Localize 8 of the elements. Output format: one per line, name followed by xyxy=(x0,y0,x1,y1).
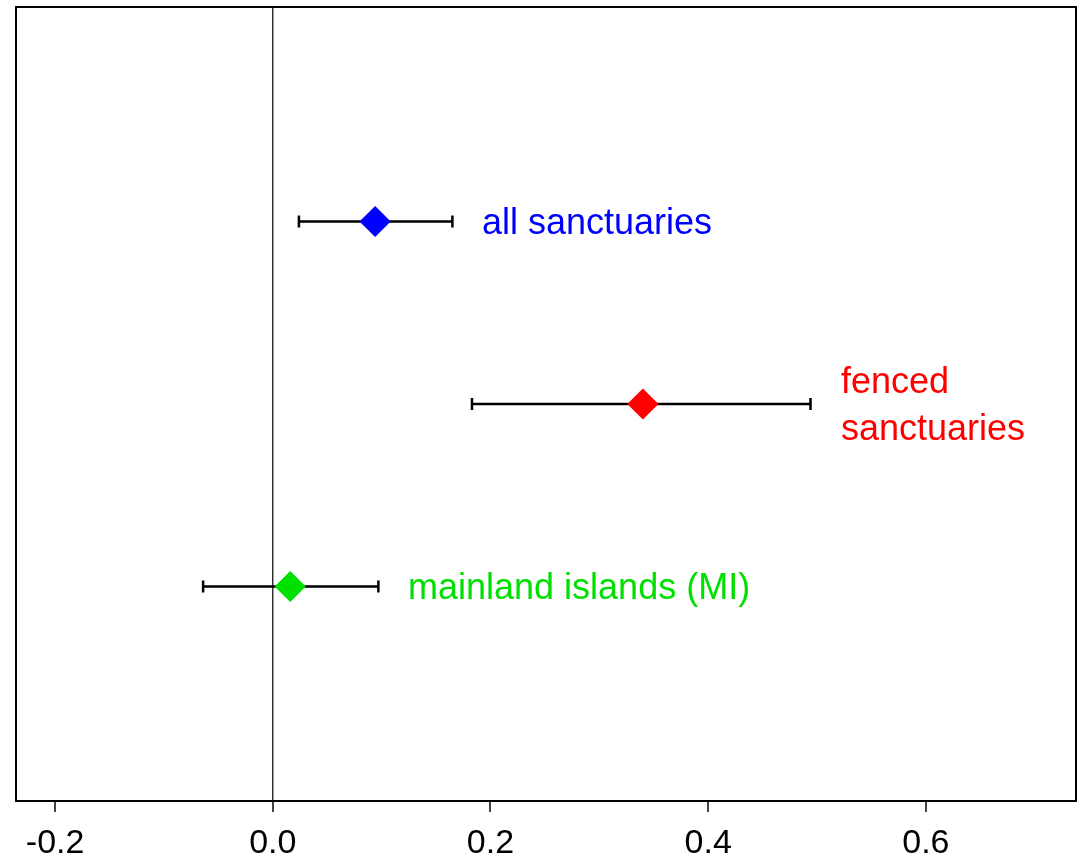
x-tick-label: 0.4 xyxy=(684,821,732,860)
x-tick-label: 0.2 xyxy=(466,821,515,860)
text: fenced sanctuaries xyxy=(841,360,1026,448)
text: all sanctuaries xyxy=(482,201,713,242)
x-tick-label: 0.6 xyxy=(902,821,950,860)
x-tick-label: 0.0 xyxy=(249,821,297,860)
x-tick-label: -0.2 xyxy=(25,821,85,860)
text: mainland islands (MI) xyxy=(408,566,751,607)
